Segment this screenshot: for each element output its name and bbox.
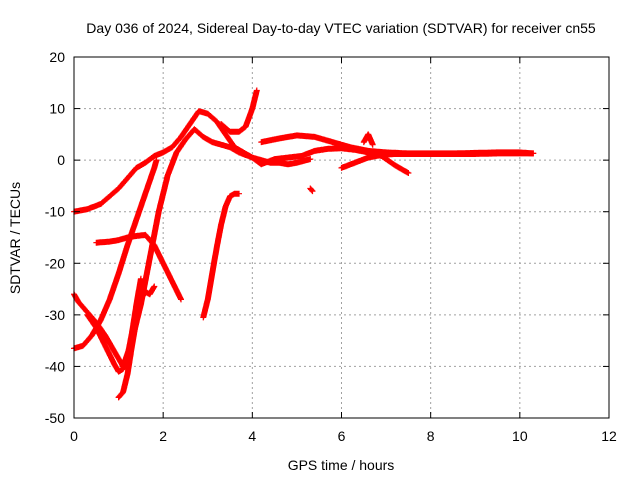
x-tick-label: 10 [512, 428, 528, 444]
series-markers [218, 87, 260, 135]
y-tick-label: -40 [45, 358, 65, 374]
y-tick-label: -50 [45, 410, 65, 426]
x-tick-label: 0 [70, 428, 78, 444]
y-tick-label: -10 [45, 204, 65, 220]
y-tick-label: 20 [49, 49, 65, 65]
data-series-12 [338, 150, 537, 171]
x-tick-label: 2 [159, 428, 167, 444]
y-tick-label: 10 [49, 101, 65, 117]
x-tick-label: 12 [601, 428, 617, 444]
x-tick-label: 4 [248, 428, 256, 444]
y-tick-label: 0 [57, 152, 65, 168]
data-series-8 [218, 87, 260, 135]
axis-ticks: 0 2 4 6 8 10 12 -50 -40 -30 -20 -10 0 10 20 [45, 49, 617, 444]
series-markers [338, 150, 537, 171]
data-series-6 [115, 283, 158, 401]
series-markers [200, 190, 242, 321]
series-markers [71, 157, 160, 352]
chart-title: Day 036 of 2024, Sidereal Day-to-day VTE… [86, 20, 596, 36]
data-series-7 [200, 190, 242, 321]
x-tick-label: 6 [338, 428, 346, 444]
data-series-13 [360, 131, 376, 148]
data-series-11 [307, 185, 316, 195]
y-tick-label: -20 [45, 255, 65, 271]
series-markers [115, 283, 158, 401]
series-markers [360, 131, 376, 148]
series-markers [307, 185, 316, 195]
y-tick-label: -30 [45, 307, 65, 323]
x-tick-label: 8 [427, 428, 435, 444]
data-series-3 [71, 157, 160, 352]
data-marks [71, 87, 537, 401]
data-series-4 [93, 231, 184, 303]
x-axis-label: GPS time / hours [288, 457, 395, 473]
series-markers [93, 231, 184, 303]
y-axis-label: SDTVAR / TECUs [7, 182, 23, 294]
grid-lines [74, 57, 609, 418]
